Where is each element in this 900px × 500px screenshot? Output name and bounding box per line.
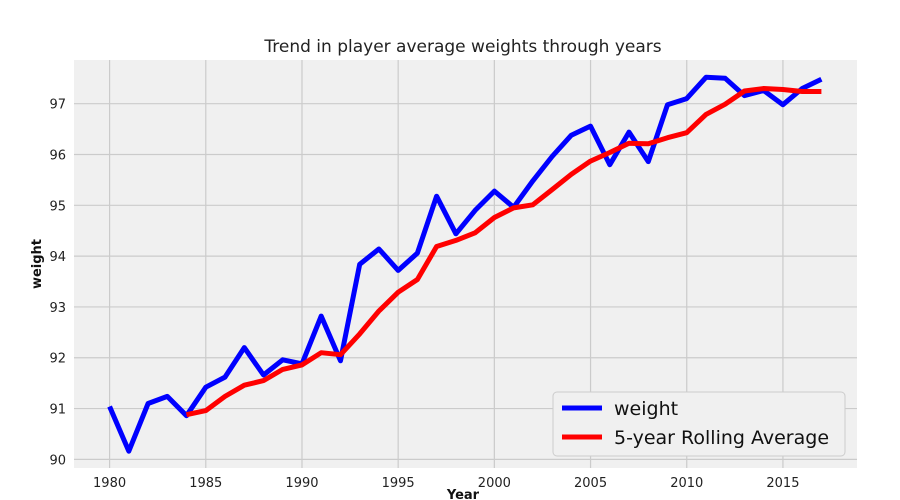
x-tick-label: 2005 (574, 476, 607, 491)
legend-label-rolling-average: 5-year Rolling Average (614, 427, 829, 449)
y-tick-label: 90 (49, 453, 66, 468)
y-axis-label: weight (30, 239, 45, 289)
x-tick-label: 2000 (478, 476, 511, 491)
y-tick-label: 96 (49, 149, 66, 164)
tick-labels: 1980 1985 1990 1995 2000 2005 2010 2015 90 91 92 93… (49, 98, 799, 491)
chart-title: Trend in player average weights through … (263, 37, 661, 57)
x-tick-label: 1980 (93, 476, 126, 491)
x-tick-label: 1985 (189, 476, 222, 491)
x-tick-label: 2010 (670, 476, 703, 491)
legend: weight 5-year Rolling Average (552, 391, 846, 457)
y-tick-label: 94 (49, 250, 66, 265)
x-tick-label: 2015 (766, 476, 799, 491)
series-line-weight (107, 74, 823, 454)
series-layer (107, 74, 823, 454)
series-line-rolling-average (185, 86, 822, 418)
y-tick-label: 91 (49, 403, 66, 418)
y-tick-label: 93 (49, 301, 66, 316)
x-tick-label: 1990 (285, 476, 318, 491)
x-tick-label: 1995 (382, 476, 415, 491)
legend-label-weight: weight (614, 398, 678, 420)
y-tick-label: 95 (49, 199, 66, 214)
legend-box (552, 391, 846, 457)
y-tick-label: 92 (49, 352, 66, 367)
y-tick-label: 97 (49, 98, 66, 113)
x-axis-label: Year (446, 488, 480, 500)
